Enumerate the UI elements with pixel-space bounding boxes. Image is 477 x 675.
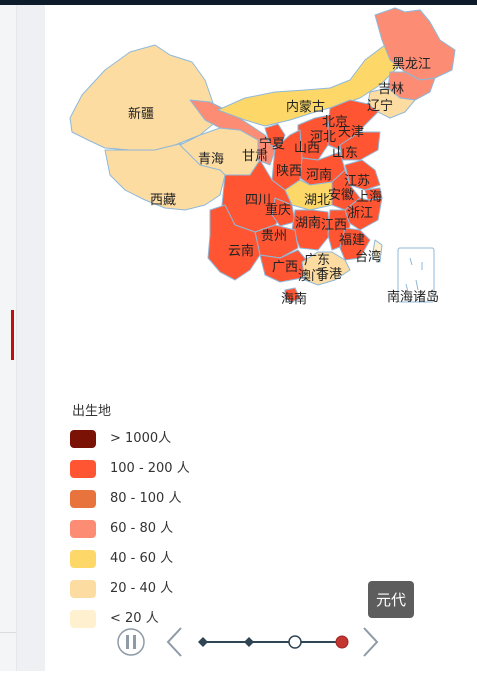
nanhai-islands <box>405 257 423 293</box>
sidebar-strip <box>16 5 45 671</box>
next-arrow-icon[interactable] <box>363 627 379 657</box>
timeline <box>0 620 477 671</box>
divider <box>0 632 16 633</box>
label-beijing: 北京 <box>322 115 349 130</box>
legend-swatch <box>70 610 96 628</box>
label-zhejiang: 浙江 <box>347 206 374 221</box>
timeline-tooltip: 元代 <box>368 581 414 618</box>
label-hubei: 湖北 <box>304 193 331 208</box>
province-chongqing[interactable] <box>271 197 296 227</box>
label-nanhai: 南海诸岛 <box>387 290 440 305</box>
province-zhejiang[interactable] <box>344 197 383 231</box>
legend-swatch <box>70 520 96 538</box>
label-heilongjiang: 黑龙江 <box>392 57 432 72</box>
legend-label: 20 - 40 人 <box>110 581 174 596</box>
province-hubei[interactable] <box>284 179 333 211</box>
label-gansu: 甘肃 <box>242 149 269 164</box>
label-jilin: 吉林 <box>378 82 405 97</box>
label-hainan: 海南 <box>281 292 308 307</box>
province-heilongjiang[interactable] <box>374 7 456 81</box>
legend-label: 100 - 200 人 <box>110 461 190 476</box>
map-svg <box>69 7 456 303</box>
timeline-current-point[interactable] <box>335 635 349 649</box>
province-yunnan[interactable] <box>207 204 261 281</box>
label-hunan: 湖南 <box>295 216 322 231</box>
province-xinjiang[interactable] <box>69 44 219 151</box>
label-liaoning: 辽宁 <box>367 99 394 114</box>
label-shanghai: 上海 <box>356 190 383 205</box>
timeline-stop[interactable] <box>244 637 254 647</box>
nanhai-inset <box>397 247 435 303</box>
top-bar <box>0 0 477 5</box>
label-ningxia: 宁夏 <box>259 137 286 152</box>
legend-swatch <box>70 550 96 568</box>
timeline-svg <box>117 627 379 657</box>
label-jiangsu: 江苏 <box>344 174 371 189</box>
legend-label: 60 - 80 人 <box>110 521 174 536</box>
left-gutter <box>0 5 16 671</box>
label-guangdong: 广东 <box>304 253 331 268</box>
label-guizhou: 贵州 <box>261 229 288 244</box>
label-henan: 河南 <box>306 168 333 183</box>
legend-label: < 20 人 <box>110 611 159 626</box>
legend-swatch <box>70 460 96 478</box>
legend-label: 40 - 60 人 <box>110 551 174 566</box>
timeline-stop[interactable] <box>198 637 208 647</box>
label-sichuan: 四川 <box>245 193 272 208</box>
legend-label: > 1000人 <box>110 431 172 446</box>
label-xinjiang: 新疆 <box>128 107 155 122</box>
play-pause-button[interactable] <box>117 628 145 656</box>
legend-swatch <box>70 580 96 598</box>
province-fujian[interactable] <box>339 227 371 261</box>
label-shanxi: 山西 <box>294 141 321 156</box>
timeline-stop[interactable] <box>288 635 302 649</box>
label-aomen: 澳门 <box>298 269 325 284</box>
china-choropleth-map: 黑龙江 吉林 辽宁 内蒙古 新疆 北京 天津 河北 宁夏 山西 山东 甘肃 青海… <box>60 0 477 320</box>
label-xianggang: 香港 <box>316 267 343 282</box>
label-xizang: 西藏 <box>150 193 177 208</box>
legend-label: 80 - 100 人 <box>110 491 182 506</box>
label-taiwan: 台湾 <box>355 250 382 265</box>
label-yunnan: 云南 <box>228 244 255 259</box>
label-jiangxi: 江西 <box>321 218 348 233</box>
label-hebei: 河北 <box>310 130 337 145</box>
legend-swatch <box>70 430 96 448</box>
label-guangxi: 广西 <box>272 260 299 275</box>
province-hainan[interactable] <box>284 287 301 303</box>
label-shandong: 山东 <box>332 146 359 161</box>
label-tianjin: 天津 <box>338 125 365 140</box>
label-shaanxi: 陕西 <box>276 164 303 179</box>
province-taiwan[interactable] <box>371 239 383 263</box>
label-fujian: 福建 <box>339 233 366 248</box>
prev-arrow-icon[interactable] <box>166 627 182 657</box>
legend-title: 出生地 <box>72 404 112 419</box>
province-guangdong[interactable] <box>301 251 351 286</box>
label-neimenggu: 内蒙古 <box>286 100 326 115</box>
legend-swatch <box>70 490 96 508</box>
active-indicator <box>11 310 14 360</box>
label-anhui: 安徽 <box>328 188 355 203</box>
label-chongqing: 重庆 <box>265 203 292 218</box>
label-qinghai: 青海 <box>198 152 225 167</box>
